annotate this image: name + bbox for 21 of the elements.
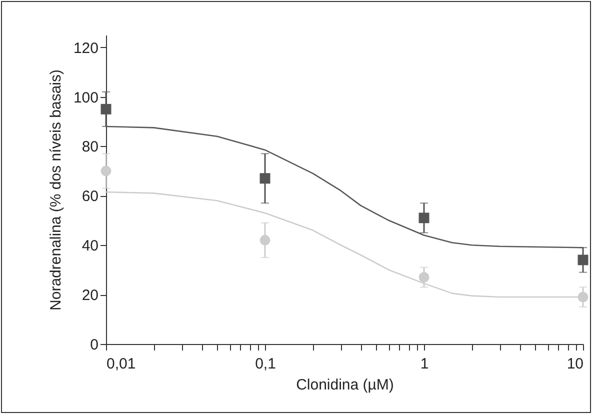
point	[578, 254, 588, 266]
y-tick-label: 60	[82, 188, 98, 206]
y-tick-label: 80	[82, 138, 98, 156]
y-axis-title: Noradrenalina (% dos níveis basais)	[47, 70, 64, 310]
point	[260, 234, 270, 246]
x-tick-label: 0,01	[106, 356, 136, 372]
point	[418, 272, 430, 282]
x-tick-label: 10	[566, 356, 584, 372]
x-axis-title: Clonidina (µM)	[296, 376, 394, 394]
point	[578, 292, 588, 302]
y-tick-label: 120	[73, 40, 98, 57]
y-tick-label: 0	[90, 336, 98, 354]
point	[260, 173, 270, 184]
x-tick-label: 0,1	[255, 356, 276, 372]
y-tick-label: 20	[82, 287, 98, 304]
point	[100, 166, 112, 176]
point	[100, 104, 112, 114]
y-tick-label: 40	[82, 238, 98, 255]
x-tick-label: 1	[420, 356, 429, 372]
point	[418, 212, 430, 224]
y-tick-label: 100	[73, 89, 98, 106]
